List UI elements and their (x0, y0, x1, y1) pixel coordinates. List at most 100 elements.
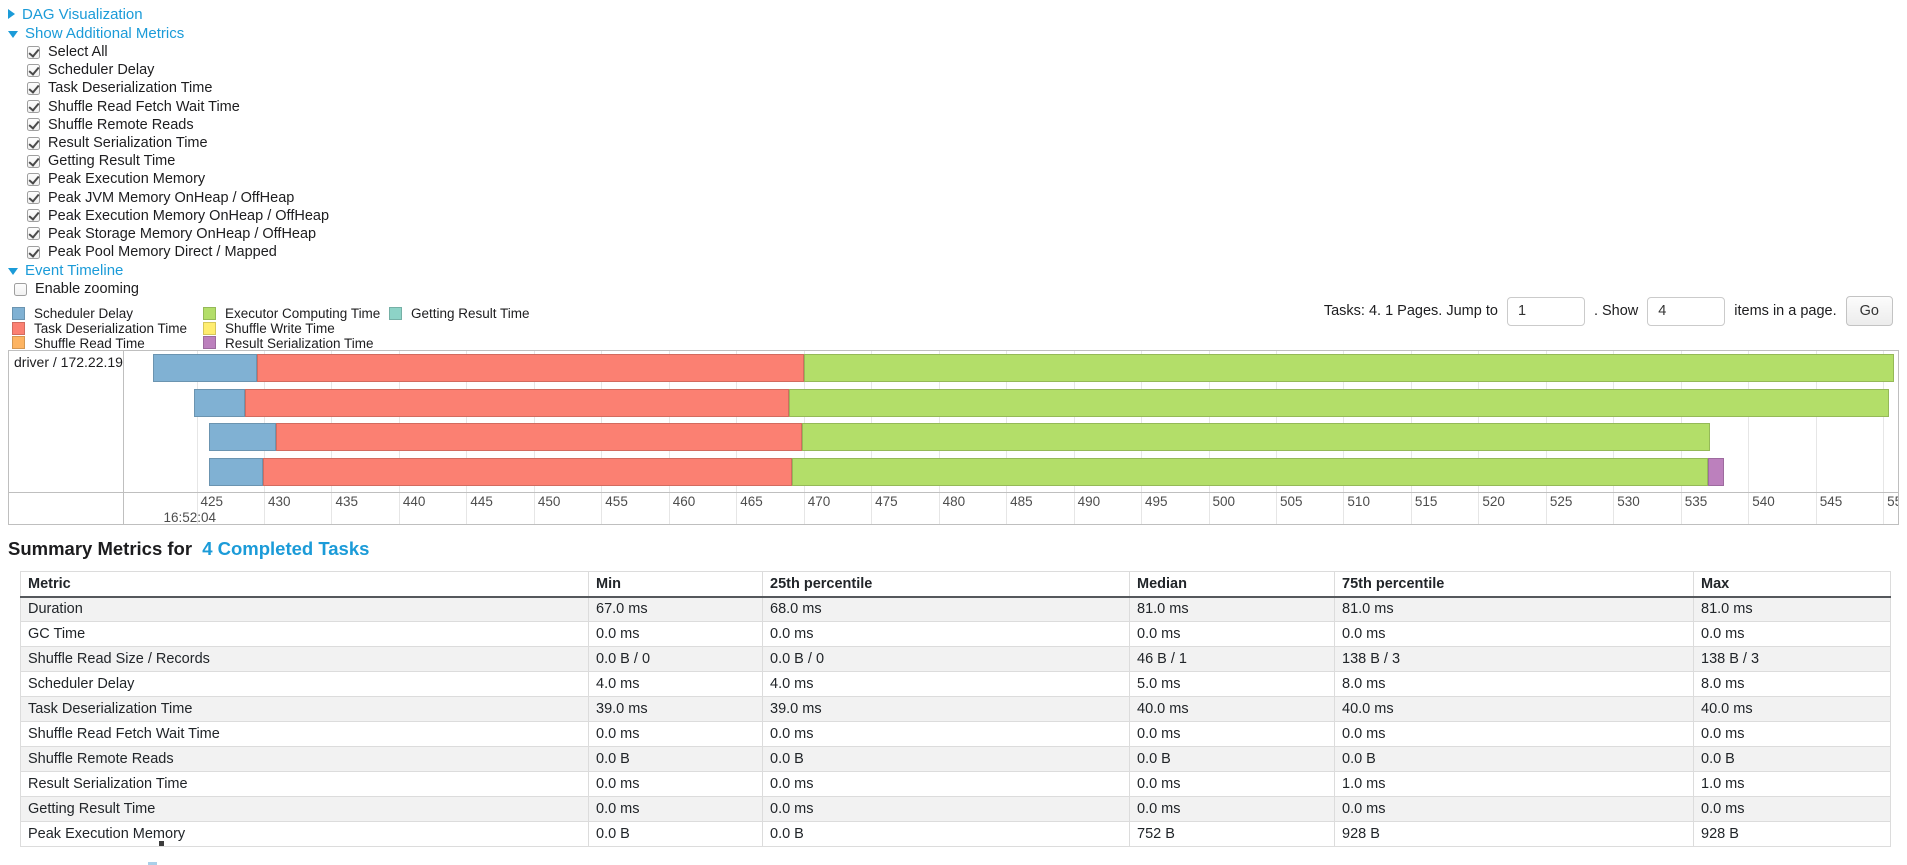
metric-checkbox-label: Result Serialization Time (48, 135, 208, 152)
executor-group-label: driver / 172.22.198.104 (14, 354, 123, 370)
metric-checkbox[interactable] (27, 172, 40, 186)
table-row: Shuffle Read Fetch Wait Time 0.0 ms 0.0 ms… (20, 721, 1891, 747)
axis-tick-label: 500 (1212, 494, 1236, 509)
axis-tick-label: 455 (605, 494, 628, 509)
axis-time-label: 16:52:04 (163, 510, 217, 524)
metric-checkbox-label: Peak Execution Memory OnHeap / OffHeap (48, 207, 330, 224)
axis-tick-label: 430 (267, 494, 291, 509)
metric-value-cell: 8.0 ms (1693, 671, 1891, 697)
metric-checkbox-label: Shuffle Remote Reads (48, 116, 194, 133)
go-button[interactable]: Go (1845, 296, 1893, 326)
metric-checkbox-label: Peak Storage Memory OnHeap / OffHeap (48, 225, 317, 242)
show-additional-metrics-toggle[interactable]: Show Additional Metrics (8, 24, 329, 42)
jump-to-page-input[interactable] (1506, 296, 1585, 326)
metric-value-cell: 0.0 B / 0 (762, 646, 1130, 672)
task-bar-segment-scheduler-delay[interactable] (193, 389, 246, 417)
metric-value-cell: 0.0 ms (762, 721, 1130, 747)
metric-value-cell: 4.0 ms (762, 671, 1130, 697)
axis-tick-label: 520 (1482, 494, 1505, 509)
metric-value-cell: 928 B (1693, 821, 1891, 847)
metric-value-cell: 0.0 ms (588, 796, 763, 822)
metric-checkbox-row: Peak Storage Memory OnHeap / OffHeap (27, 225, 329, 243)
metric-value-cell: 752 B (1129, 821, 1335, 847)
task-bar-segment-task-deserialization[interactable] (245, 389, 789, 417)
legend-column: Getting Result Time (389, 306, 530, 350)
task-bar-segment-executor-computing[interactable] (803, 354, 1894, 382)
metric-checkbox[interactable] (27, 191, 40, 205)
task-bar-segment-task-deserialization[interactable] (276, 423, 803, 451)
metric-checkbox[interactable] (27, 100, 40, 114)
metric-checkbox[interactable] (27, 81, 40, 95)
metric-name-cell: GC Time (20, 621, 589, 647)
legend-item: Result Serialization Time (203, 336, 389, 351)
event-timeline-toggle[interactable]: Event Timeline (8, 261, 329, 279)
metric-value-cell: 0.0 ms (762, 796, 1130, 822)
pagination-text-suffix: items in a page. (1734, 303, 1837, 319)
metric-checkbox-label: Peak Pool Memory Direct / Mapped (48, 244, 277, 261)
metric-value-cell: 81.0 ms (1129, 596, 1335, 622)
summary-metrics-heading: Summary Metrics for 4 Completed Tasks (8, 538, 369, 560)
legend-label: Shuffle Read Time (34, 335, 145, 351)
metric-checkbox[interactable] (27, 245, 40, 259)
metric-checkbox-row: Shuffle Read Fetch Wait Time (27, 98, 329, 116)
task-pagination: Tasks: 4. 1 Pages. Jump to . Show items … (1324, 296, 1893, 326)
metric-value-cell: 46 B / 1 (1129, 646, 1335, 672)
metric-name-cell: Getting Result Time (20, 796, 589, 822)
metric-checkbox[interactable] (27, 136, 40, 150)
metric-checkbox[interactable] (27, 227, 40, 241)
axis-tick-label: 445 (470, 494, 493, 509)
metric-value-cell: 81.0 ms (1693, 596, 1891, 622)
metric-checkbox[interactable] (27, 63, 40, 77)
metric-value-cell: 0.0 B (1334, 746, 1694, 772)
dag-visualization-label: DAG Visualization (22, 5, 143, 23)
axis-gridline (196, 351, 198, 524)
metric-checkbox[interactable] (27, 154, 40, 168)
clipped-link-fragment (148, 862, 157, 865)
legend-swatch-icon (203, 306, 216, 320)
table-column-header: Min (588, 571, 763, 598)
page-size-input[interactable] (1647, 296, 1726, 326)
metric-value-cell: 0.0 ms (762, 621, 1130, 647)
enable-zooming-checkbox[interactable] (14, 282, 27, 296)
summary-metrics-table: Metric Min 25th percentile Median 75th perce… (20, 571, 1891, 847)
legend-swatch-icon (389, 306, 402, 320)
legend-label: Result Serialization Time (225, 335, 374, 351)
task-bar-segment-scheduler-delay[interactable] (208, 423, 277, 451)
metric-value-cell: 0.0 B (762, 821, 1130, 847)
collapsed-arrow-icon (8, 9, 15, 19)
legend-label: Executor Computing Time (225, 305, 381, 321)
metric-value-cell: 0.0 ms (762, 771, 1130, 797)
legend-swatch-icon (12, 306, 25, 320)
metric-checkbox-row: Select All (27, 43, 329, 61)
metric-checkbox[interactable] (27, 118, 40, 132)
completed-tasks-link[interactable]: 4 Completed Tasks (202, 538, 370, 559)
timeline-group-column: driver / 172.22.198.104 (9, 351, 124, 524)
summary-metrics-title: Summary Metrics for (8, 538, 193, 559)
task-bar-segment-executor-computing[interactable] (788, 389, 1889, 417)
task-bar-segment-scheduler-delay[interactable] (153, 354, 258, 382)
metric-checkbox[interactable] (27, 45, 40, 59)
task-bar-segment-task-deserialization[interactable] (257, 354, 804, 382)
legend-label: Getting Result Time (411, 305, 530, 321)
metric-value-cell: 1.0 ms (1693, 771, 1891, 797)
metric-checkbox-row: Task Deserialization Time (27, 79, 329, 97)
axis-tick-label: 440 (402, 494, 426, 509)
task-bar-segment-result-serialization[interactable] (1707, 458, 1724, 486)
axis-tick-label: 465 (740, 494, 763, 509)
axis-tick-label: 490 (1077, 494, 1101, 509)
metric-checkbox[interactable] (27, 209, 40, 223)
metric-value-cell: 0.0 B (1693, 746, 1891, 772)
metric-value-cell: 138 B / 3 (1334, 646, 1694, 672)
task-bar-segment-task-deserialization[interactable] (262, 458, 792, 486)
axis-tick-label: 475 (875, 494, 898, 509)
table-header-row: Metric Min 25th percentile Median 75th perce… (20, 571, 1891, 598)
metric-checkbox-label: Scheduler Delay (48, 62, 155, 79)
axis-tick-label: 540 (1752, 494, 1775, 509)
metric-value-cell: 928 B (1334, 821, 1694, 847)
dag-visualization-toggle[interactable]: DAG Visualization (8, 5, 329, 23)
task-bar-segment-executor-computing[interactable] (802, 423, 1711, 451)
metric-value-cell: 0.0 B (588, 821, 763, 847)
task-bar-segment-scheduler-delay[interactable] (208, 458, 263, 486)
task-bar-segment-executor-computing[interactable] (791, 458, 1708, 486)
